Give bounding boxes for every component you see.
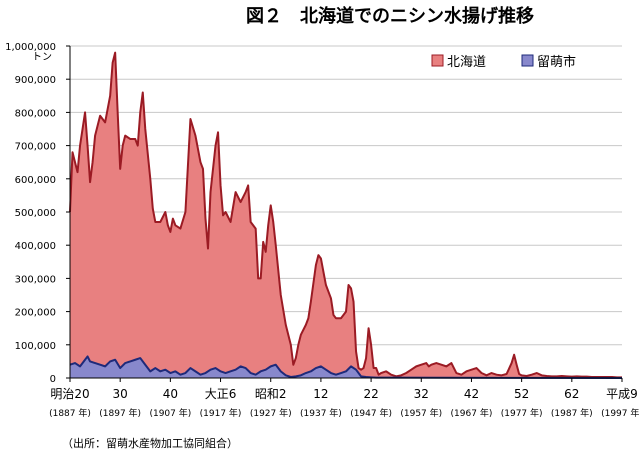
x-tick-label: 62 — [564, 387, 579, 401]
x-axis-ticks: 明治20 (1887 年) 30 (1897 年) 40 (1907 年) 大正6 (1917… — [49, 378, 640, 419]
series-hokkaido-area — [70, 52, 622, 378]
x-tick-year: (1947 年) — [350, 407, 392, 419]
y-tick-label: 200,000 — [15, 308, 56, 319]
source-note: （出所：留萌水産物加工協同組合） — [62, 436, 238, 450]
y-axis-ticks: 0 100,000 200,000 300,000 400,000 500,000 600,… — [5, 42, 70, 385]
x-tick-label: 22 — [363, 387, 378, 401]
x-tick-year: (1987 年) — [551, 407, 593, 419]
y-tick-label: 800,000 — [15, 108, 56, 119]
legend-label-hokkaido: 北海道 — [447, 55, 486, 70]
x-tick-label: 昭和2 — [255, 387, 287, 401]
legend-label-rumoi: 留萌市 — [537, 54, 576, 70]
x-tick-label: 12 — [313, 387, 328, 401]
legend: 北海道 留萌市 — [431, 54, 576, 70]
x-tick-label: 明治20 — [50, 387, 89, 401]
x-tick-year: (1967 年) — [451, 407, 493, 419]
x-tick-year: (1997 年) — [601, 407, 640, 419]
x-tick-label: 平成9 — [606, 387, 638, 401]
x-tick-label: 40 — [163, 387, 178, 401]
x-tick-label: 32 — [414, 387, 429, 401]
series-layer — [69, 51, 623, 379]
y-tick-label: 0 — [50, 374, 56, 385]
x-tick-label: 52 — [514, 387, 529, 401]
y-tick-label: 900,000 — [15, 75, 56, 86]
x-tick-year: (1937 年) — [300, 407, 342, 419]
x-tick-label: 42 — [464, 387, 479, 401]
x-tick-year: (1897 年) — [99, 407, 141, 419]
chart-title: 図２ 北海道でのニシン水揚げ推移 — [246, 5, 534, 27]
legend-swatch-rumoi — [521, 54, 534, 67]
y-axis-unit: トン — [32, 52, 52, 63]
y-tick-label: 1,000,000 — [5, 42, 56, 53]
x-tick-year: (1957 年) — [400, 407, 442, 419]
y-tick-label: 400,000 — [15, 241, 56, 252]
y-tick-label: 500,000 — [15, 208, 56, 219]
x-tick-year: (1917 年) — [200, 407, 242, 419]
series-rumoi-area — [70, 356, 622, 378]
x-tick-label: 大正6 — [205, 387, 237, 401]
y-tick-label: 300,000 — [15, 274, 56, 285]
x-tick-year: (1927 年) — [250, 407, 292, 419]
x-tick-year: (1977 年) — [501, 407, 543, 419]
legend-swatch-hokkaido — [431, 54, 444, 67]
y-tick-label: 700,000 — [15, 142, 56, 153]
series-hokkaido-line — [69, 51, 622, 379]
y-tick-label: 100,000 — [15, 341, 56, 352]
x-tick-year: (1907 年) — [149, 407, 191, 419]
series-rumoi-line — [69, 355, 623, 379]
y-tick-label: 600,000 — [15, 175, 56, 186]
x-tick-label: 30 — [113, 387, 128, 401]
x-tick-year: (1887 年) — [49, 407, 91, 419]
